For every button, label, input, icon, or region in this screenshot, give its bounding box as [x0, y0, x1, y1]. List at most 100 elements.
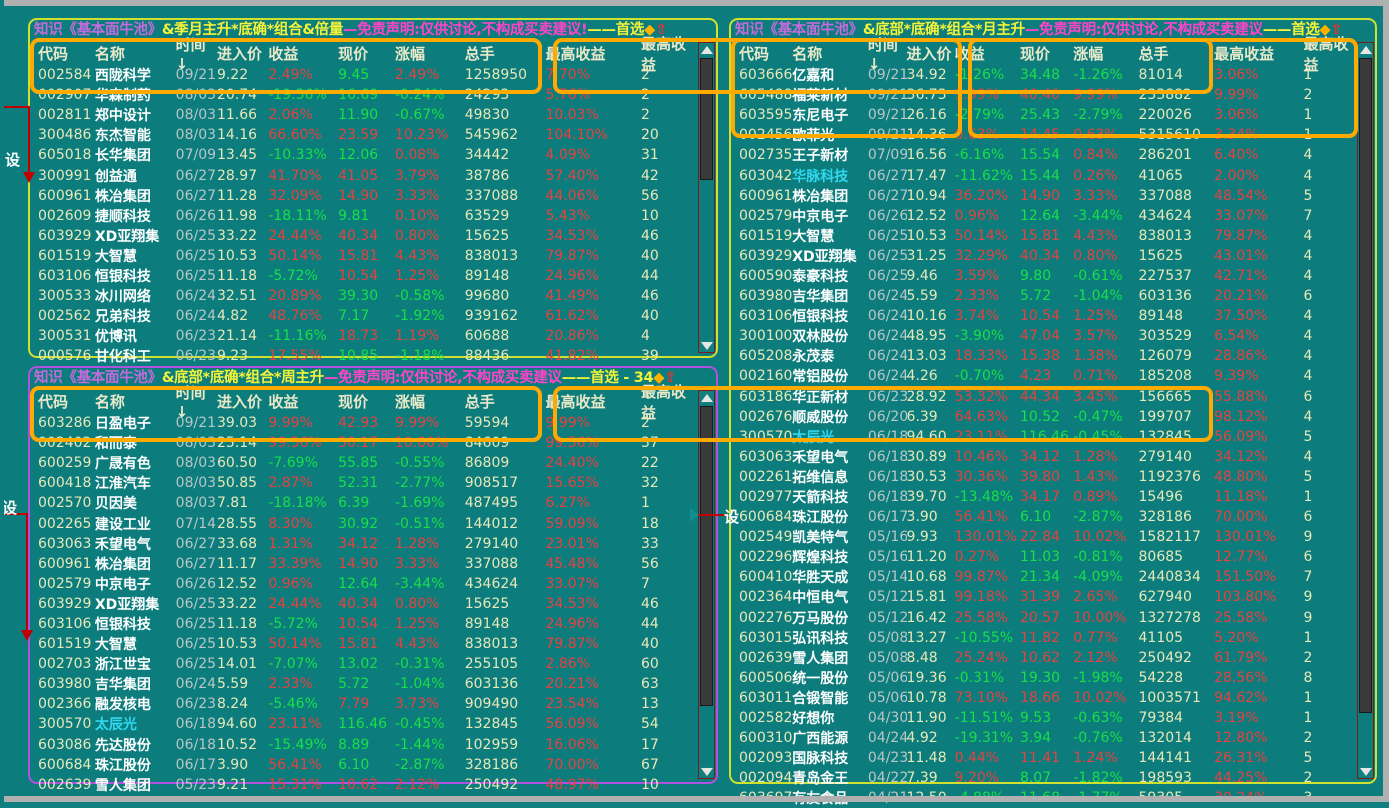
scroll-up-arrow-icon[interactable]	[699, 43, 714, 56]
col-header-max-profit[interactable]: 最高收益	[1214, 45, 1275, 63]
table-row[interactable]: 605488 福莱新材 09/21 36.73 9.99% 40.40 9.99% 23388…	[733, 85, 1355, 105]
col-header-profit[interactable]: 收益	[954, 45, 985, 63]
table-row[interactable]: 002160 常铝股份 06/24 4.26 -0.70% 4.23 0.71% 185208…	[733, 366, 1355, 386]
scroll-down-arrow-icon[interactable]	[699, 765, 714, 778]
table-row[interactable]: 300100 双林股份 06/24 48.95 -3.90% 47.04 3.57% 3035…	[733, 326, 1355, 346]
table-row[interactable]: 300531 优博讯 06/23 21.14 -11.16% 18.73 1.19% 6068…	[32, 326, 696, 346]
table-row[interactable]: 002276 万马股份 05/12 16.42 25.58% 20.57 10.00% 132…	[733, 608, 1355, 628]
col-header-profit[interactable]: 收益	[268, 45, 299, 63]
table-row[interactable]: 603106 恒银科技 06/24 10.16 3.74% 10.54 1.25% 89148…	[733, 306, 1355, 326]
col-header-change[interactable]: 涨幅	[1073, 45, 1104, 63]
table-row[interactable]: 002609 捷顺科技 06/26 11.98 -18.11% 9.81 0.10% 6352…	[32, 206, 696, 226]
table-row[interactable]: 300533 冰川网络 06/24 32.51 20.89% 39.30 -0.58% 996…	[32, 286, 696, 306]
table-row[interactable]: 002549 凯美特气 05/16 9.93 130.01% 22.84 10.02% 158…	[733, 527, 1355, 547]
col-header-max-profit[interactable]: 最高收益	[545, 393, 606, 411]
scrollbar-right[interactable]	[1357, 42, 1374, 779]
table-row[interactable]: 600310 广西能源 04/24 4.92 -19.31% 3.94 -0.76% 1320…	[733, 728, 1355, 748]
table-row[interactable]: 002584 西陇科学 09/21 9.22 2.49% 9.45 2.49% 1258950…	[32, 65, 696, 85]
col-header-change[interactable]: 涨幅	[394, 45, 425, 63]
table-row[interactable]: 605018 长华集团 07/09 13.45 -10.33% 12.06 0.08% 344…	[32, 145, 696, 165]
table-row[interactable]: 603980 吉华集团 06/24 5.59 2.33% 5.72 -1.04% 603136…	[733, 286, 1355, 306]
table-row[interactable]: 002582 好想你 04/30 11.90 -11.51% 9.53 -0.63% 7938…	[733, 708, 1355, 728]
col-header-price[interactable]: 现价	[338, 45, 369, 63]
table-row[interactable]: 601519 大智慧 06/25 10.53 50.14% 15.81 4.43% 83801…	[733, 226, 1355, 246]
table-header-row[interactable]: 代码 名称 时间↓ 进入价 收益 现价 涨幅 总手 最高收益 最高收益	[32, 35, 696, 74]
table-row[interactable]: 600418 江淮汽车 08/03 50.85 2.87% 52.31 -2.77% 9085…	[32, 473, 696, 493]
table-row[interactable]: 603011 合锻智能 05/06 10.78 73.10% 18.66 10.02% 100…	[733, 688, 1355, 708]
table-row[interactable]: 002639 雪人集团 05/23 9.21 15.31% 10.62 2.12% 25049…	[32, 775, 696, 795]
col-header-code[interactable]: 代码	[739, 45, 770, 63]
table-row[interactable]: 002562 兄弟科技 06/24 4.82 48.76% 7.17 -1.92% 93916…	[32, 306, 696, 326]
col-header-profit[interactable]: 收益	[268, 393, 299, 411]
scroll-down-arrow-icon[interactable]	[1358, 765, 1373, 778]
table-row[interactable]: 601519 大智慧 06/25 10.53 50.14% 15.81 4.43% 83801…	[32, 634, 696, 654]
col-header-entry-price[interactable]: 进入价	[216, 393, 262, 411]
table-row[interactable]: 603106 恒银科技 06/25 11.18 -5.72% 10.54 1.25% 8914…	[32, 266, 696, 286]
table-row[interactable]: 002366 融发核电 06/23 8.24 -5.46% 7.79 3.73% 909490…	[32, 694, 696, 714]
table-row[interactable]: 002676 顺威股份 06/20 6.39 64.63% 10.52 -0.47% 1997…	[733, 407, 1355, 427]
table-row[interactable]: 601519 大智慧 06/25 10.53 50.14% 15.81 4.43% 83801…	[32, 246, 696, 266]
table-row[interactable]: 603015 弘讯科技 05/08 13.27 -10.55% 11.82 0.77% 411…	[733, 628, 1355, 648]
col-header-entry-price[interactable]: 进入价	[906, 45, 952, 63]
table-row[interactable]: 603063 禾望电气 06/27 33.68 1.31% 34.12 1.28% 27914…	[32, 534, 696, 554]
table-row[interactable]: 603929 XD亚翔集 06/25 33.22 24.44% 40.34 0.80% 156…	[32, 226, 696, 246]
scrollbar-thumb[interactable]	[700, 406, 713, 706]
col-header-price[interactable]: 现价	[1019, 45, 1050, 63]
col-header-code[interactable]: 代码	[38, 45, 69, 63]
table-row[interactable]: 002456 欧菲光 09/21 14.36 0.63% 14.45 0.63% 531561…	[733, 125, 1355, 145]
table-row[interactable]: 002265 建设工业 07/14 28.55 8.30% 30.92 -0.51% 1440…	[32, 513, 696, 533]
table-row[interactable]: 300570 太辰光 06/18 94.60 23.11% 116.46 -0.45% 132…	[32, 714, 696, 734]
table-top-left[interactable]: 代码 名称 时间↓ 进入价 收益 现价 涨幅 总手 最高收益 最高收益 0025…	[32, 35, 696, 366]
table-row[interactable]: 600684 珠江股份 06/17 3.90 56.41% 6.10 -2.87% 32818…	[733, 507, 1355, 527]
col-header-change[interactable]: 涨幅	[394, 393, 425, 411]
table-row[interactable]: 600590 泰豪科技 06/25 9.46 3.59% 9.80 -0.61% 227537…	[733, 266, 1355, 286]
table-row[interactable]: 002402 和而泰 08/03 25.14 99.56% 50.17 10.00% 8460…	[32, 433, 696, 453]
scrollbar-thumb[interactable]	[1359, 58, 1372, 713]
table-row[interactable]: 002907 华森制药 08/03 20.74 -19.36% 16.69 -0.24% 24…	[32, 85, 696, 105]
table-row[interactable]: 000576 甘化科工 06/23 9.23 17.55% 10.85 -1.18% 8843…	[32, 346, 696, 366]
table-row[interactable]: 300570 太辰光 06/18 94.60 23.11% 116.46 -0.45% 132…	[733, 427, 1355, 447]
table-header-row[interactable]: 代码 名称 时间↓ 进入价 收益 现价 涨幅 总手 最高收益 最高收益	[32, 383, 696, 422]
table-row[interactable]: 002579 中京电子 06/26 12.52 0.96% 12.64 -3.44% 4346…	[733, 206, 1355, 226]
table-row[interactable]: 002735 王子新材 07/09 16.56 -6.16% 15.54 0.84% 2862…	[733, 145, 1355, 165]
table-row[interactable]: 002639 雪人集团 05/08 8.48 25.24% 10.62 2.12% 25049…	[733, 648, 1355, 668]
col-header-volume[interactable]: 总手	[464, 45, 495, 63]
table-row[interactable]: 002977 天箭科技 06/18 39.70 -13.48% 34.17 0.89% 154…	[733, 487, 1355, 507]
table-row[interactable]: 002261 拓维信息 06/18 30.53 30.36% 39.80 1.43% 1192…	[733, 467, 1355, 487]
table-row[interactable]: 603086 先达股份 06/18 10.52 -15.49% 8.89 -1.44% 102…	[32, 735, 696, 755]
table-row[interactable]: 002811 郑中设计 08/03 11.66 2.06% 11.90 -0.67% 4983…	[32, 105, 696, 125]
table-row[interactable]: 600961 株冶集团 06/27 10.94 36.20% 14.90 3.33% 3370…	[733, 186, 1355, 206]
table-row[interactable]: 603042 华脉科技 06/27 17.47 -11.62% 15.44 0.26% 410…	[733, 165, 1355, 185]
table-bottom-left[interactable]: 代码 名称 时间↓ 进入价 收益 现价 涨幅 总手 最高收益 最高收益 6032…	[32, 383, 696, 795]
scroll-up-arrow-icon[interactable]	[1358, 43, 1373, 56]
col-header-entry-price[interactable]: 进入价	[216, 45, 262, 63]
table-row[interactable]: 600961 株冶集团 06/27 11.28 32.09% 14.90 3.33% 3370…	[32, 186, 696, 206]
table-row[interactable]: 603929 XD亚翔集 06/25 33.22 24.44% 40.34 0.80% 156…	[32, 594, 696, 614]
table-row[interactable]: 603666 亿嘉和 09/21 34.92 -1.26% 34.48 -1.26% 8101…	[733, 65, 1355, 85]
table-row[interactable]: 603186 华正新材 06/23 28.92 53.32% 44.34 3.45% 1566…	[733, 387, 1355, 407]
col-header-name[interactable]: 名称	[94, 45, 125, 63]
scrollbar-bottom-left[interactable]	[698, 390, 715, 779]
scrollbar-thumb[interactable]	[700, 58, 713, 180]
table-row[interactable]: 600259 广晟有色 08/03 60.50 -7.69% 55.85 -0.55% 868…	[32, 453, 696, 473]
col-header-volume[interactable]: 总手	[1138, 45, 1169, 63]
table-row[interactable]: 600961 株冶集团 06/27 11.17 33.39% 14.90 3.33% 3370…	[32, 554, 696, 574]
table-row[interactable]: 603980 吉华集团 06/24 5.59 2.33% 5.72 -1.04% 603136…	[32, 674, 696, 694]
col-header-max-profit[interactable]: 最高收益	[545, 45, 606, 63]
scroll-up-arrow-icon[interactable]	[699, 391, 714, 404]
table-row[interactable]: 600410 华胜天成 05/14 10.68 99.87% 21.34 -4.09% 244…	[733, 567, 1355, 587]
table-row[interactable]: 603286 日盈电子 09/21 39.03 9.99% 42.93 9.99% 59594…	[32, 413, 696, 433]
table-row[interactable]: 603929 XD亚翔集 06/25 31.25 32.29% 40.34 0.80% 156…	[733, 246, 1355, 266]
panel-top-left[interactable]: 知识《基本面牛池》&季月主升*底确*组合&倍量—免责声明:仅供讨论,不构成买卖建…	[28, 18, 718, 365]
col-header-code[interactable]: 代码	[38, 393, 69, 411]
col-header-volume[interactable]: 总手	[464, 393, 495, 411]
table-row[interactable]: 002364 中恒电气 05/12 15.81 99.18% 31.39 2.65% 6279…	[733, 587, 1355, 607]
col-header-name[interactable]: 名称	[792, 45, 823, 63]
table-row[interactable]: 600506 统一股份 05/06 19.36 -0.31% 19.30 -1.98% 542…	[733, 668, 1355, 688]
table-right[interactable]: 代码 名称 时间↓ 进入价 收益 现价 涨幅 总手 最高收益 最高收益 6036…	[733, 35, 1355, 808]
table-row[interactable]: 300486 东杰智能 08/03 14.16 66.60% 23.59 10.23% 545…	[32, 125, 696, 145]
table-row[interactable]: 603106 恒银科技 06/25 11.18 -5.72% 10.54 1.25% 8914…	[32, 614, 696, 634]
table-row[interactable]: 002570 贝因美 08/03 7.81 -18.18% 6.39 -1.69% 48749…	[32, 493, 696, 513]
col-header-price[interactable]: 现价	[338, 393, 369, 411]
panel-right[interactable]: 知识《基本面牛池》&底部*底确*组合*月主升—免责声明:仅供讨论,不构成买卖建议…	[729, 18, 1377, 807]
